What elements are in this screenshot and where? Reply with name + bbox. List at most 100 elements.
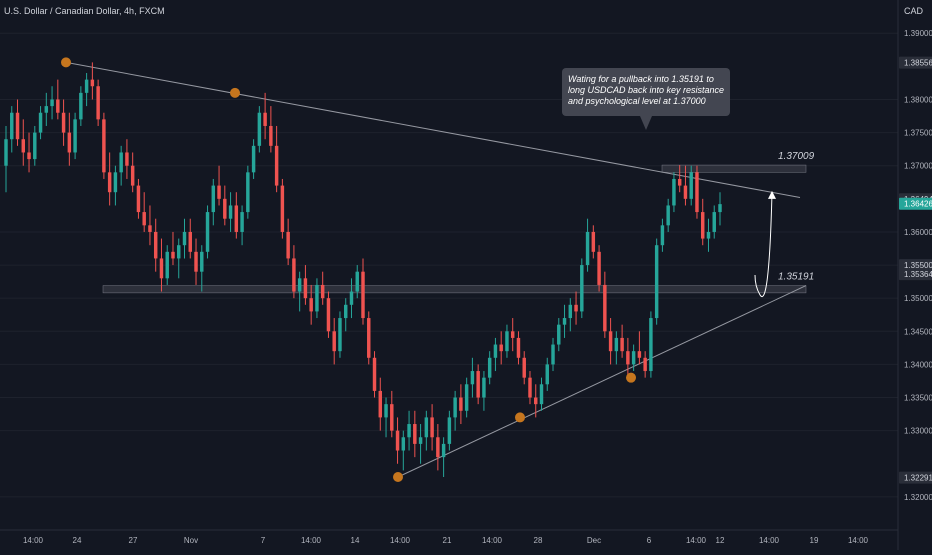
candle-body [361, 271, 365, 319]
candle-body [585, 231, 590, 266]
price-label: 1.35364 [904, 270, 932, 279]
candle-body [712, 212, 716, 232]
x-tick-label: 14:00 [482, 536, 503, 545]
y-tick-label: 1.37000 [904, 162, 932, 171]
candle-body [401, 437, 406, 451]
candle-body [614, 337, 619, 352]
zones: 1.37009 1.35191 [102, 151, 815, 294]
candle-body [194, 251, 198, 272]
candle-body [107, 172, 112, 193]
symbol-title: U.S. Dollar / Canadian Dollar, 4h, FXCM [4, 6, 165, 16]
price-label-badge [899, 259, 932, 272]
candle-body [487, 357, 492, 378]
callout-line: Wating for a pullback into 1.35191 to [568, 74, 714, 84]
candle-body [407, 424, 411, 438]
y-tick-label: 1.33500 [904, 394, 932, 403]
candle-body [263, 112, 267, 126]
x-tick-label: 19 [810, 536, 819, 545]
candle-body [200, 251, 204, 272]
candle-body [234, 205, 239, 232]
candle-body [470, 371, 475, 385]
candle-body [603, 284, 607, 332]
pivot-marker [515, 412, 525, 423]
candle-body [223, 198, 227, 219]
candle-body [620, 337, 624, 352]
candle-body [683, 185, 688, 199]
x-tick-label: 14:00 [759, 536, 780, 545]
y-tick-label: 1.39000 [904, 29, 932, 38]
candle-body [482, 377, 486, 398]
pivot-marker [393, 472, 403, 483]
y-tick-label: 1.33000 [904, 427, 932, 436]
time-axis: 14:00 24 27 Nov 7 14:00 14 14:00 21 14:00 28 Dec 6 14… [0, 529, 898, 545]
candle-body [390, 404, 394, 431]
y-tick-label: 1.37500 [904, 129, 932, 138]
projected-path [754, 192, 773, 297]
candle-body [274, 145, 279, 186]
price-label: 1.38556 [904, 59, 932, 68]
candle-body [159, 258, 164, 279]
x-tick-label: 6 [647, 536, 652, 545]
candle-body [228, 205, 233, 219]
candle-body [84, 79, 89, 93]
candle-body [119, 152, 123, 173]
callout-pointer [640, 116, 652, 130]
candle-body [280, 185, 285, 232]
candle-body [292, 258, 296, 292]
y-tick-label: 1.32000 [904, 493, 932, 502]
candle-body [355, 271, 359, 292]
candle-body [706, 231, 711, 239]
candle-body [378, 390, 383, 418]
candle-body [626, 351, 630, 365]
candle-body [349, 291, 354, 305]
ascending-trendline [397, 285, 807, 478]
candle-body [637, 351, 642, 358]
candles [4, 62, 722, 478]
candle-body [217, 185, 221, 199]
candle-body [21, 139, 26, 153]
candle-body [61, 112, 66, 133]
candle-body [562, 318, 567, 325]
candle-body [182, 231, 187, 246]
support-zone-label: 1.35191 [778, 272, 814, 283]
candle-body [56, 99, 60, 113]
candle-body [574, 304, 578, 312]
x-tick-label: 12 [716, 536, 725, 545]
x-tick-label: 14:00 [390, 536, 411, 545]
candle-body [649, 318, 653, 372]
candle-body [44, 106, 49, 113]
candle-body [73, 119, 77, 153]
candle-body [27, 152, 31, 160]
candle-body [654, 245, 659, 319]
x-tick-label: Dec [587, 536, 601, 545]
candle-body [505, 331, 509, 352]
candle-body [50, 99, 54, 107]
candle-body [171, 251, 175, 259]
candle-body [10, 112, 14, 140]
resistance-zone-label: 1.37009 [778, 151, 815, 162]
price-label-badge [899, 268, 932, 281]
price-label-badge [899, 471, 932, 484]
candle-body [660, 225, 665, 246]
candle-body [591, 231, 596, 252]
callout-line: long USDCAD back into key resistance [568, 85, 724, 95]
candle-body [677, 178, 682, 186]
x-tick-label: 21 [443, 536, 452, 545]
candle-body [102, 119, 106, 173]
candle-body [695, 172, 699, 213]
candle-body [251, 145, 256, 173]
candle-body [211, 185, 216, 213]
candle-body [33, 132, 37, 160]
candle-body [320, 284, 325, 299]
candle-body [67, 132, 72, 153]
price-label: 1.32291 [904, 474, 932, 483]
callout-box [562, 68, 730, 116]
y-tick-label: 1.35000 [904, 294, 932, 303]
candle-body [188, 231, 192, 252]
candle-body [597, 251, 601, 285]
candle-body [534, 397, 538, 405]
candle-body [165, 251, 169, 279]
candle-body [372, 357, 377, 391]
